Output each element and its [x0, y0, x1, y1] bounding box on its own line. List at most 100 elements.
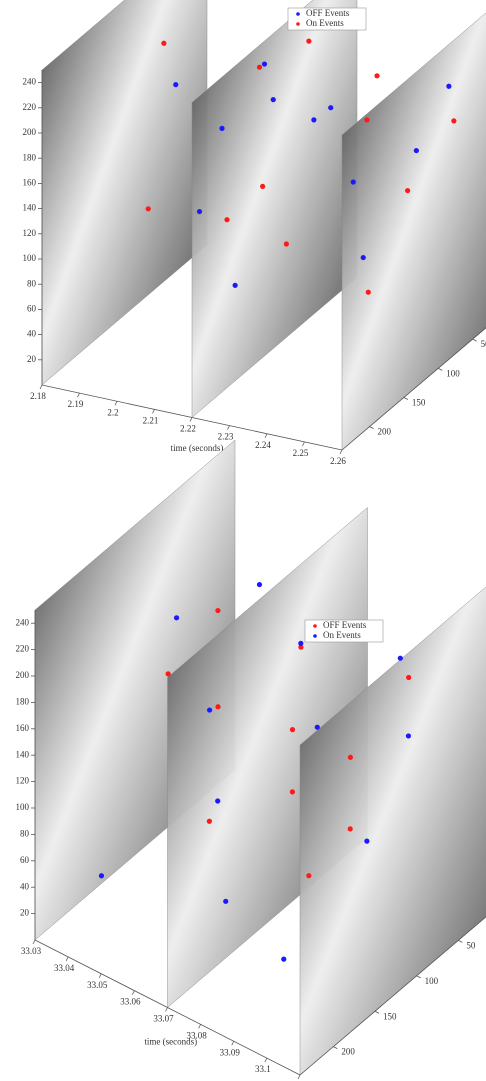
y-tick-label: 180 [16, 696, 30, 706]
y-tick-label: 140 [16, 749, 30, 759]
y-tick-label: 180 [23, 152, 37, 162]
event-point [298, 644, 304, 650]
event-point [173, 82, 179, 88]
y-tick-label: 160 [23, 177, 37, 187]
event-point [232, 282, 238, 288]
event-point [215, 798, 221, 804]
event-point [306, 873, 312, 879]
z-tick-label: 100 [446, 368, 460, 378]
event-point [260, 183, 266, 190]
x-tick [264, 433, 268, 438]
y-tick-label: 240 [23, 77, 37, 87]
z-tick [472, 338, 477, 342]
legend-label: OFF Events [323, 620, 367, 630]
event-point [223, 898, 229, 904]
x-tick-label: 33.06 [120, 997, 141, 1007]
z-tick-label: 200 [378, 427, 392, 437]
y-tick-label: 100 [16, 802, 30, 812]
z-tick-label: 150 [412, 398, 426, 408]
event-point [98, 873, 105, 879]
z-tick [333, 1046, 338, 1050]
y-tick-label: 60 [20, 855, 30, 865]
y-tick-label: 40 [20, 881, 30, 891]
y-tick-label: 140 [23, 203, 37, 213]
z-tick [458, 940, 463, 943]
event-point [281, 956, 287, 962]
event-point [413, 147, 419, 154]
x-tick-label: 33.09 [220, 1047, 241, 1057]
x-tick [227, 425, 230, 430]
x-tick [77, 392, 80, 398]
event-point [219, 125, 225, 131]
event-point [206, 707, 213, 713]
event-point [161, 40, 167, 46]
event-point [311, 117, 317, 123]
z-tick-label: 200 [341, 1047, 355, 1057]
z-tick-label: 50 [466, 940, 476, 950]
x-axis-label: time (seconds) [144, 1036, 197, 1046]
y-tick-label: 200 [16, 670, 30, 680]
event-point [451, 118, 457, 124]
event-point [406, 674, 412, 681]
z-tick [369, 426, 374, 430]
event-point [350, 179, 356, 185]
x-tick [114, 401, 118, 406]
event-point [364, 838, 370, 844]
x-tick [198, 1024, 201, 1029]
event-point [261, 61, 268, 67]
x-tick-label: 33.07 [153, 1014, 174, 1024]
y-tick-label: 40 [27, 329, 37, 339]
event-point [328, 105, 334, 111]
x-tick [32, 939, 36, 945]
z-tick-label: 100 [425, 976, 439, 986]
image-slice [191, 0, 358, 419]
y-tick-label: 20 [20, 908, 30, 918]
x-tick [189, 417, 193, 422]
event-point [256, 64, 263, 70]
x-tick-label: 2.19 [68, 399, 84, 409]
image-slice [341, 12, 486, 451]
event-point [314, 724, 320, 730]
legend-label: On Events [323, 630, 361, 640]
legend-marker [313, 624, 317, 628]
legend-box [304, 619, 384, 643]
event-point [347, 754, 354, 760]
event-point [289, 789, 295, 795]
x-axis-label: time (seconds) [171, 443, 224, 453]
image-slice [41, 0, 208, 386]
y-tick-label: 120 [23, 228, 37, 238]
x-tick-label: 33.1 [255, 1064, 271, 1074]
x-tick-label: 33.08 [187, 1030, 208, 1040]
x-tick-label: 33.05 [87, 980, 108, 990]
y-tick-label: 200 [23, 127, 37, 137]
event-point [347, 826, 353, 832]
x-tick-label: 2.26 [330, 456, 346, 466]
z-tick [374, 1010, 380, 1014]
legend-marker [313, 634, 317, 638]
event-point [374, 73, 380, 79]
event-point [364, 117, 370, 123]
legend-marker [296, 12, 300, 16]
y-tick-label: 80 [27, 278, 37, 288]
event-point [306, 38, 312, 44]
x-tick-label: 2.18 [30, 391, 46, 401]
legend-label: On Events [306, 18, 344, 28]
x-tick [65, 956, 69, 962]
event-point [165, 671, 171, 677]
event-point [224, 217, 230, 223]
event-point [405, 733, 412, 739]
x-tick [302, 441, 305, 447]
event-point [270, 97, 276, 103]
event-point [215, 607, 221, 614]
legend-label: OFF Events [306, 8, 350, 18]
event-point [397, 655, 403, 661]
event-point [145, 206, 151, 212]
y-tick-label: 60 [27, 303, 37, 313]
x-tick [339, 449, 343, 455]
event-point [446, 83, 452, 89]
legend-marker [296, 22, 300, 26]
event-point [405, 187, 411, 194]
x-tick-label: 33.03 [21, 946, 42, 956]
y-tick-label: 220 [16, 644, 30, 654]
